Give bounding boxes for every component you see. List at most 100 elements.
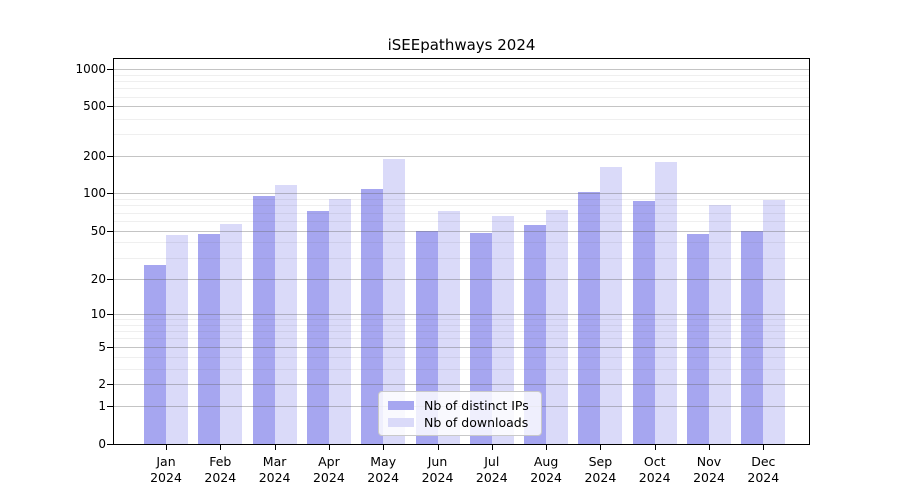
bar-ips-jun [415, 230, 438, 444]
y-tick-mark [107, 106, 113, 108]
y-tick-mark [107, 230, 113, 232]
bar-ips-apr [306, 211, 329, 444]
bar-downloads-apr [328, 199, 351, 444]
legend-label-downloads: Nb of downloads [424, 414, 529, 430]
bar-ips-jan [144, 265, 166, 444]
y-tick-mark [107, 278, 113, 280]
x-tick-label-jan: Jan 2024 [150, 454, 182, 485]
x-tick-mark [491, 445, 493, 450]
chart-title: iSEEpathways 2024 [387, 36, 536, 54]
y-tick-label: 20 [90, 271, 106, 286]
bar-downloads-mar [274, 185, 297, 444]
minor-gridline [114, 81, 809, 82]
bar-downloads-sep [600, 167, 623, 444]
legend: Nb of distinct IPs Nb of downloads [378, 391, 542, 436]
x-tick-mark [546, 445, 548, 450]
y-tick-mark [107, 68, 113, 70]
bar-downloads-feb [220, 223, 243, 444]
y-tick-label: 50 [90, 223, 106, 238]
minor-gridline [114, 205, 809, 206]
x-tick-mark [166, 445, 167, 450]
y-tick-label: 100 [83, 186, 106, 201]
x-tick-label-jul: Jul 2024 [475, 454, 508, 485]
minor-gridline [114, 319, 809, 320]
minor-gridline [114, 325, 809, 326]
y-tick-mark [107, 156, 113, 158]
y-tick-label: 1 [98, 399, 106, 414]
major-gridline [114, 347, 809, 348]
minor-gridline [114, 75, 809, 76]
legend-swatch-ips [388, 400, 414, 410]
minor-gridline [114, 199, 809, 200]
minor-gridline [114, 97, 809, 98]
x-tick-label-feb: Feb 2024 [204, 454, 237, 485]
bar-downloads-jun [437, 211, 460, 444]
y-tick-label: 500 [83, 99, 106, 114]
y-tick-label: 10 [90, 306, 106, 321]
x-tick-label-dec: Dec 2024 [747, 454, 780, 485]
bar-downloads-oct [654, 161, 677, 444]
bar-downloads-dec [763, 199, 786, 444]
y-tick-mark [107, 444, 113, 445]
y-tick-label: 5 [98, 339, 106, 354]
x-tick-label-may: May 2024 [367, 454, 400, 485]
minor-gridline [114, 258, 809, 259]
major-gridline [114, 384, 809, 385]
legend-swatch-downloads [388, 417, 414, 427]
y-tick-mark [107, 313, 113, 315]
minor-gridline [114, 242, 809, 243]
minor-gridline [114, 221, 809, 222]
x-tick-label-apr: Apr 2024 [312, 454, 345, 485]
y-tick-mark [107, 384, 113, 386]
x-tick-label-mar: Mar 2024 [258, 454, 291, 485]
bar-downloads-may [383, 158, 406, 444]
x-tick-mark [600, 445, 602, 450]
major-gridline [114, 231, 809, 232]
y-tick-label: 2 [98, 377, 106, 392]
major-gridline [114, 314, 809, 315]
bar-ips-sep [578, 191, 601, 444]
minor-gridline [114, 134, 809, 135]
plot-area [113, 58, 810, 445]
x-tick-label-aug: Aug 2024 [530, 454, 562, 485]
minor-gridline [114, 331, 809, 332]
y-tick-mark [107, 406, 113, 408]
x-tick-mark [763, 445, 765, 450]
y-tick-mark [107, 346, 113, 348]
legend-label-ips: Nb of distinct IPs [424, 397, 529, 413]
bar-ips-oct [632, 200, 655, 444]
legend-item-distinct-ips: Nb of distinct IPs [388, 397, 529, 413]
x-tick-mark [274, 445, 276, 450]
major-gridline [114, 279, 809, 280]
x-tick-mark [654, 445, 656, 450]
bar-ips-aug [524, 225, 547, 444]
bar-downloads-aug [546, 209, 569, 444]
x-tick-label-oct: Oct 2024 [638, 454, 671, 485]
x-tick-label-jun: Jun 2024 [421, 454, 454, 485]
x-tick-mark [328, 445, 330, 450]
y-tick-mark [107, 193, 113, 195]
y-tick-label: 200 [83, 149, 106, 164]
x-tick-mark [220, 445, 222, 450]
x-tick-mark [709, 445, 710, 450]
x-tick-label-sep: Sep 2024 [584, 454, 617, 485]
legend-item-downloads: Nb of downloads [388, 414, 529, 430]
major-gridline [114, 106, 809, 107]
minor-gridline [114, 369, 809, 370]
y-tick-label: 1000 [75, 61, 106, 76]
bar-ips-nov [687, 233, 709, 444]
x-tick-label-nov: Nov 2024 [693, 454, 725, 485]
minor-gridline [114, 357, 809, 358]
minor-gridline [114, 213, 809, 214]
major-gridline [114, 193, 809, 194]
bar-downloads-jan [166, 234, 188, 444]
major-gridline [114, 156, 809, 157]
bar-ips-may [361, 189, 384, 444]
x-tick-mark [383, 445, 385, 450]
bar-ips-dec [741, 230, 764, 444]
x-tick-mark [437, 445, 439, 450]
bar-ips-mar [252, 195, 275, 444]
bar-ips-feb [198, 233, 221, 444]
bar-downloads-jul [491, 215, 514, 444]
